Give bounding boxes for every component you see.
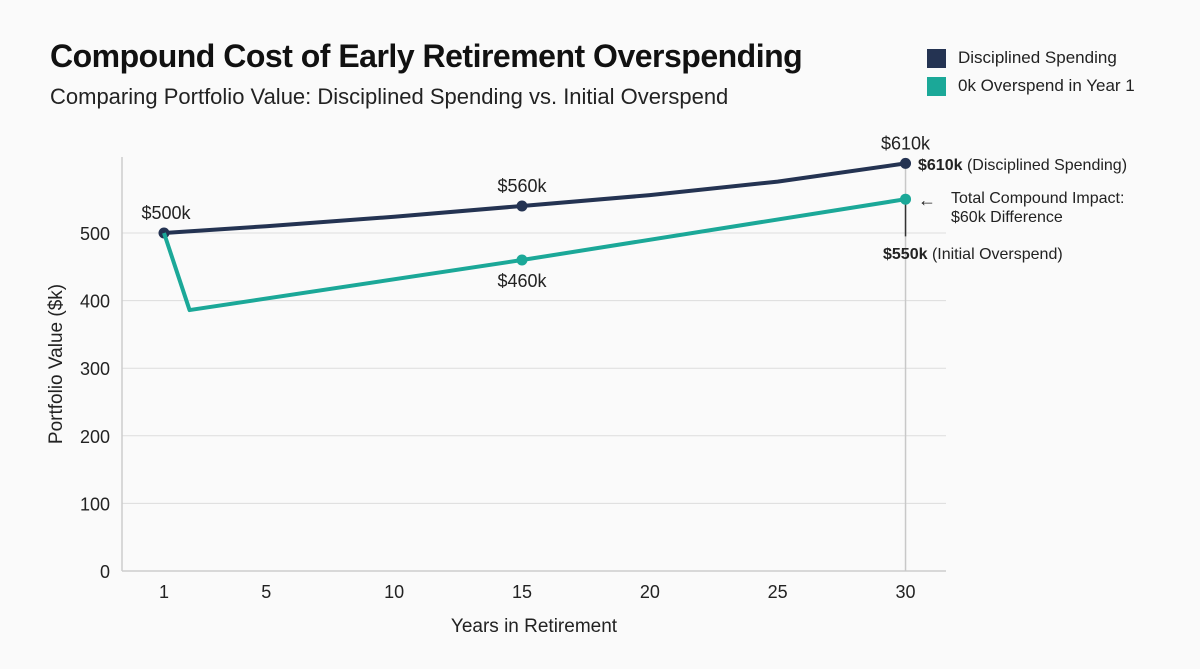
legend-label: 0k Overspend in Year 1 — [958, 76, 1135, 95]
y-tick-label: 200 — [80, 427, 110, 447]
annotation-overspend: $550k (Initial Overspend) — [883, 246, 1063, 263]
x-tick-label: 5 — [261, 582, 271, 602]
y-tick-label: 500 — [80, 224, 110, 244]
y-axis-label: Portfolio Value ($k) — [46, 284, 67, 444]
data-point — [900, 193, 912, 205]
chart-title: Compound Cost of Early Retirement Oversp… — [50, 38, 803, 74]
annotation-overspend-suffix: (Initial Overspend) — [928, 246, 1063, 263]
series-line-0 — [163, 161, 906, 235]
data-label: $610k — [881, 133, 931, 153]
annotation-disciplined: $610k (Disciplined Spending) — [918, 157, 1127, 174]
annotation-disciplined-value: $610k — [918, 157, 963, 174]
y-tick-label: 0 — [100, 562, 110, 582]
data-label: $560k — [497, 176, 547, 196]
annotation-impact-line2: $60k Difference — [951, 209, 1063, 226]
series-line-1 — [162, 197, 906, 313]
x-tick-label: 30 — [896, 582, 916, 602]
legend-label: Disciplined Spending — [958, 48, 1117, 67]
x-tick-label: 10 — [384, 582, 404, 602]
data-point — [900, 157, 912, 169]
annotation-impact-line1: Total Compound Impact: — [951, 190, 1124, 207]
x-tick-label: 25 — [768, 582, 788, 602]
data-point — [516, 254, 528, 266]
data-label: $460k — [497, 271, 547, 291]
x-tick-label: 15 — [512, 582, 532, 602]
x-axis-label: Years in Retirement — [451, 616, 618, 637]
chart-subtitle: Comparing Portfolio Value: Disciplined S… — [50, 84, 729, 109]
legend-swatch-disciplined — [927, 48, 946, 68]
x-tick-label: 1 — [159, 582, 169, 602]
legend-swatch-overspend — [927, 76, 946, 96]
data-label: $500k — [141, 203, 191, 223]
legend-item-overspend: 0k Overspend in Year 1 — [927, 76, 1135, 96]
annotation-disciplined-suffix: (Disciplined Spending) — [963, 157, 1128, 174]
data-point — [516, 200, 528, 212]
legend-item-disciplined: Disciplined Spending — [927, 48, 1117, 68]
x-tick-label: 20 — [640, 582, 660, 602]
y-tick-label: 300 — [80, 359, 110, 379]
annotation-overspend-value: $550k — [883, 246, 928, 263]
y-tick-label: 100 — [80, 494, 110, 514]
y-tick-label: 400 — [80, 292, 110, 312]
annotation-arrow: ← — [918, 190, 936, 210]
